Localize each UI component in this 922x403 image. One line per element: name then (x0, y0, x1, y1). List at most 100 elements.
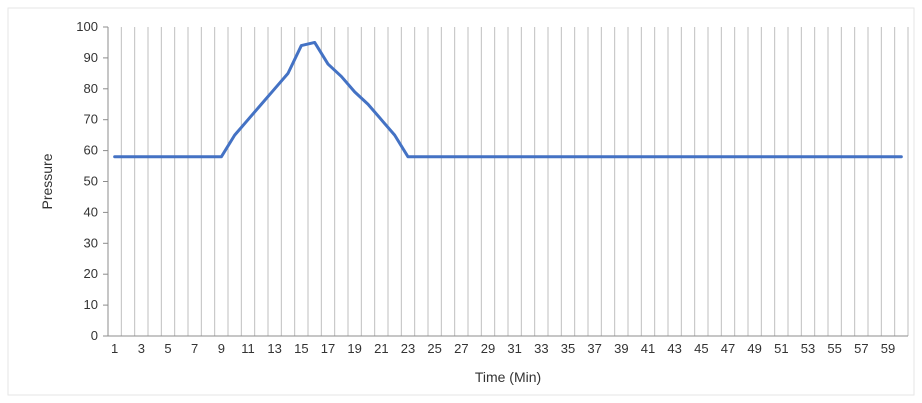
data-point (353, 90, 356, 94)
data-point (886, 155, 890, 158)
data-point (513, 155, 516, 158)
data-point (313, 41, 316, 44)
data-point (793, 155, 796, 158)
data-point (113, 155, 116, 158)
x-tick-label: 33 (534, 341, 548, 356)
data-point (740, 155, 743, 158)
data-point (753, 155, 756, 158)
x-axis-ticks: 1 3 5 7 9 11 13 15 17 19 21 23 25 27 29 31 33 35 37 39 41 43 4… (111, 341, 895, 356)
data-point (646, 155, 650, 158)
x-tick-label: 3 (138, 341, 145, 356)
data-point (900, 155, 903, 158)
data-point (420, 155, 423, 158)
data-point (686, 155, 690, 158)
x-axis-title: Time (Min) (475, 369, 541, 385)
data-point (206, 155, 210, 158)
x-tick-label: 35 (561, 341, 575, 356)
data-point (193, 155, 196, 158)
y-tick-label: 70 (84, 112, 98, 127)
x-tick-label: 51 (774, 341, 788, 356)
data-point (140, 155, 143, 158)
data-point (486, 155, 490, 158)
x-tick-label: 25 (427, 341, 441, 356)
x-tick-label: 31 (507, 341, 521, 356)
data-point (846, 155, 850, 158)
data-point (273, 87, 276, 91)
x-tick-label: 57 (854, 341, 868, 356)
x-tick-label: 49 (747, 341, 761, 356)
pressure-series-line (113, 40, 903, 159)
data-point (286, 72, 290, 75)
y-tick-label: 80 (84, 81, 98, 96)
data-point (166, 155, 170, 158)
data-point (566, 155, 570, 158)
x-tick-label: 5 (164, 341, 171, 356)
x-tick-label: 15 (294, 341, 308, 356)
x-tick-label: 53 (801, 341, 815, 356)
y-tick-label: 90 (84, 50, 98, 65)
chart-border (7, 7, 915, 396)
x-tick-label: 39 (614, 341, 628, 356)
y-tick-label: 20 (84, 266, 98, 281)
data-point (380, 118, 383, 121)
data-point (833, 155, 836, 158)
x-tick-label: 17 (321, 341, 335, 356)
data-point (593, 155, 596, 158)
x-tick-label: 29 (481, 341, 495, 356)
x-tick-label: 1 (111, 341, 118, 356)
y-tick-label: 100 (76, 19, 98, 34)
data-point (540, 155, 543, 158)
x-tick-label: 41 (641, 341, 655, 356)
x-tick-label: 37 (587, 341, 601, 356)
data-point (580, 155, 583, 158)
x-tick-label: 19 (347, 341, 361, 356)
data-point (220, 155, 223, 158)
data-point (713, 155, 716, 158)
data-point (406, 155, 410, 158)
data-point (300, 44, 303, 47)
data-point (553, 155, 556, 158)
x-tick-label: 11 (241, 341, 255, 356)
x-tick-label: 7 (191, 341, 198, 356)
pressure-series-points (113, 41, 903, 158)
data-point (780, 155, 783, 158)
data-point (633, 155, 636, 158)
data-point (460, 155, 463, 158)
data-point (766, 155, 770, 158)
vertical-gridlines (107, 27, 909, 336)
x-tick-label: 59 (881, 341, 895, 356)
x-tick-label: 27 (454, 341, 468, 356)
data-point (393, 133, 396, 137)
y-tick-label: 0 (91, 328, 98, 343)
data-point (500, 155, 503, 158)
x-tick-label: 55 (827, 341, 841, 356)
x-tick-label: 21 (374, 341, 388, 356)
data-point (726, 155, 730, 158)
x-tick-label: 45 (694, 341, 708, 356)
data-point (660, 155, 663, 158)
data-point (153, 155, 156, 158)
data-point (526, 155, 530, 158)
y-tick-label: 10 (84, 297, 98, 312)
data-point (606, 155, 610, 158)
data-point (126, 155, 130, 158)
data-point (873, 155, 876, 158)
y-axis-title: Pressure (39, 153, 55, 209)
data-point (180, 155, 183, 158)
y-tick-label: 40 (84, 204, 98, 219)
data-point (806, 155, 810, 158)
y-tick-label: 50 (84, 174, 98, 189)
data-point (326, 62, 330, 66)
data-point (473, 155, 476, 158)
data-point (433, 155, 436, 158)
y-axis-ticks: 0 10 20 30 40 50 60 70 80 90 100 (76, 19, 108, 343)
data-point (366, 103, 370, 106)
x-tick-label: 23 (401, 341, 415, 356)
y-tick-label: 60 (84, 143, 98, 158)
data-point (620, 155, 623, 158)
data-point (246, 118, 250, 121)
x-tick-label: 9 (218, 341, 225, 356)
data-point (673, 155, 676, 158)
data-point (860, 155, 863, 158)
